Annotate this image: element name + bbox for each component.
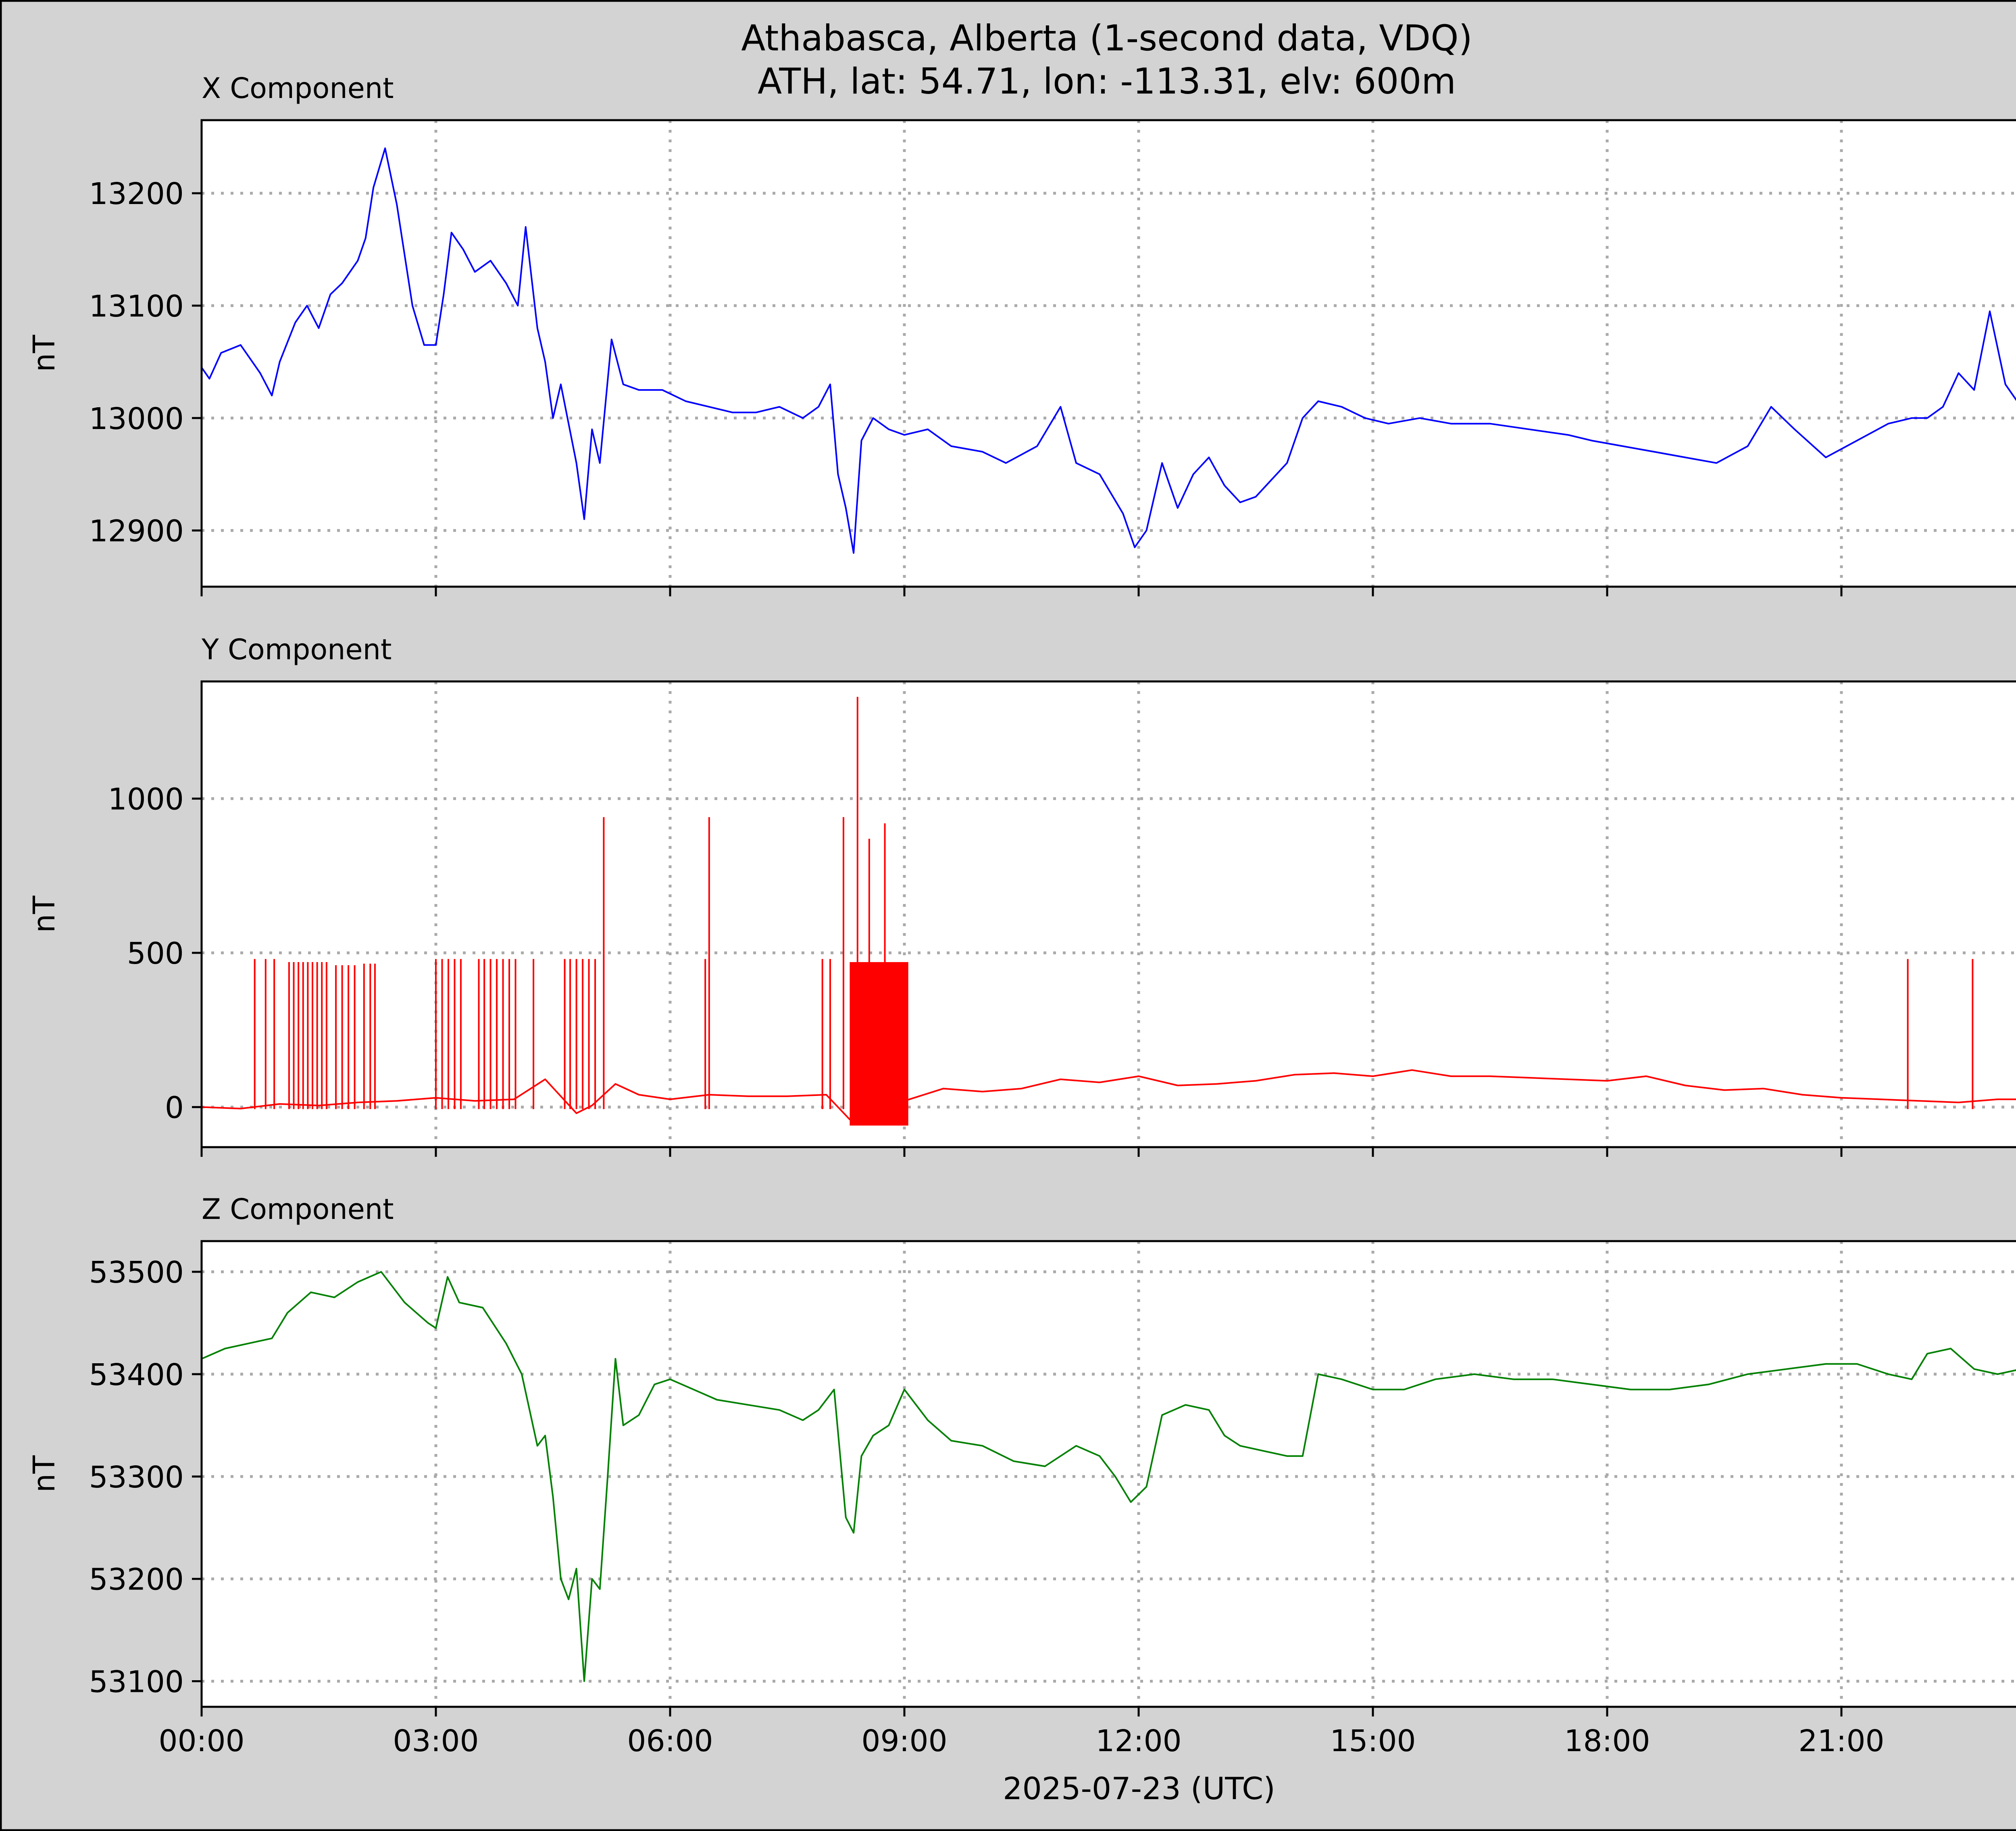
x-component-ytick-label: 13100 (89, 289, 184, 324)
z-component-xtick-label: 00:00 (158, 1724, 244, 1758)
y-component-dense-band (850, 962, 908, 1126)
x-component-plot-area (202, 120, 2016, 587)
z-component-xtick-label: 09:00 (861, 1724, 947, 1758)
y-component-plot-area (202, 681, 2016, 1147)
x-component-title: X Component (202, 72, 394, 105)
x-component-series-line (201, 147, 2016, 554)
z-component-ytick-label: 53200 (89, 1562, 184, 1597)
y-component-ylabel: nT (27, 896, 62, 933)
x-component-ytick-label: 13000 (89, 402, 184, 436)
z-component-ytick-label: 53400 (89, 1358, 184, 1392)
x-component-ylabel: nT (27, 335, 62, 372)
y-component-ytick-label: 500 (127, 936, 184, 971)
panels: 12900 13000 13100 13200 X Component nT 0 500 100… (27, 72, 2016, 1758)
z-component-xtick-label: 15:00 (1330, 1724, 1416, 1758)
z-component-plot-area (202, 1241, 2016, 1707)
z-component-ytick-label: 53300 (89, 1460, 184, 1495)
z-component-panel: 53100 53200 53300 53400 53500 00:00 03:00 06:00… (27, 1193, 2016, 1758)
z-component-xtick-label: 21:00 (1798, 1724, 1884, 1758)
z-component-ytick-label: 53500 (89, 1255, 184, 1290)
z-component-xtick-label: 06:00 (627, 1724, 713, 1758)
x-axis-label: 2025-07-23 (UTC) (1003, 1771, 1275, 1806)
z-component-series-line (201, 1271, 2016, 1682)
z-component-xtick-label: 03:00 (393, 1724, 479, 1758)
z-component-title: Z Component (202, 1193, 394, 1226)
figure-title-line2: ATH, lat: 54.71, lon: -113.31, elv: 600m (758, 60, 1456, 102)
figure-title-line1: Athabasca, Alberta (1-second data, VDQ) (741, 17, 1472, 59)
z-component-ylabel: nT (27, 1455, 62, 1493)
z-component-xtick-label: 12:00 (1095, 1724, 1181, 1758)
y-component-ytick-label: 1000 (108, 782, 184, 817)
y-component-panel: 0 500 1000 Y Component nT (27, 633, 2016, 1157)
y-component-ytick-label: 0 (165, 1091, 184, 1125)
z-component-ytick-label: 53100 (89, 1665, 184, 1700)
x-component-panel: 12900 13000 13100 13200 X Component nT (27, 72, 2016, 596)
x-component-ytick-label: 12900 (89, 514, 184, 549)
y-component-series-line (201, 1069, 2016, 1121)
x-component-ytick-label: 13200 (89, 177, 184, 211)
z-component-xtick-label: 18:00 (1564, 1724, 1650, 1758)
y-component-title: Y Component (201, 633, 392, 666)
